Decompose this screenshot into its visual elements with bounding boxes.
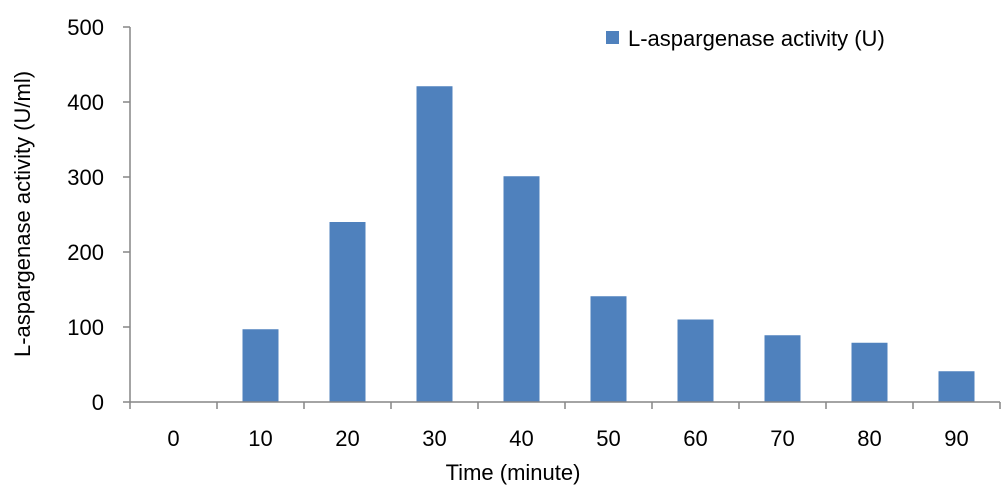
x-tick-label: 0 xyxy=(167,426,179,451)
x-tick-label: 50 xyxy=(596,426,620,451)
x-tick-label: 10 xyxy=(248,426,272,451)
y-tick-label: 100 xyxy=(67,315,104,340)
bar-50 xyxy=(590,296,627,402)
x-tick-label: 60 xyxy=(683,426,707,451)
x-tick-label: 30 xyxy=(422,426,446,451)
y-tick-label: 0 xyxy=(92,390,104,415)
legend: L-aspargenase activity (U) xyxy=(606,26,885,51)
bar-10 xyxy=(242,329,279,402)
bar-60 xyxy=(677,319,714,402)
x-axis-ticks: 0 10 20 30 40 50 60 70 80 90 xyxy=(129,402,1001,451)
bar-70 xyxy=(764,335,801,402)
y-axis-title: L-aspargenase activity (U/ml) xyxy=(10,71,35,357)
y-tick-label: 300 xyxy=(67,165,104,190)
y-axis-ticks: 0 100 200 300 400 500 xyxy=(67,15,130,415)
x-tick-label: 70 xyxy=(770,426,794,451)
bar-80 xyxy=(851,342,888,402)
bars-group xyxy=(242,86,975,402)
y-tick-label: 400 xyxy=(67,90,104,115)
x-tick-label: 90 xyxy=(944,426,968,451)
x-tick-label: 20 xyxy=(335,426,359,451)
x-tick-label: 80 xyxy=(857,426,881,451)
x-axis-title: Time (minute) xyxy=(446,460,581,485)
y-tick-label: 500 xyxy=(67,15,104,40)
bar-30 xyxy=(416,86,453,402)
bar-90 xyxy=(938,371,975,402)
y-tick-label: 200 xyxy=(67,240,104,265)
bar-40 xyxy=(503,176,540,402)
legend-label: L-aspargenase activity (U) xyxy=(628,26,885,51)
legend-swatch xyxy=(606,31,619,44)
x-tick-label: 40 xyxy=(509,426,533,451)
bar-20 xyxy=(329,222,366,402)
